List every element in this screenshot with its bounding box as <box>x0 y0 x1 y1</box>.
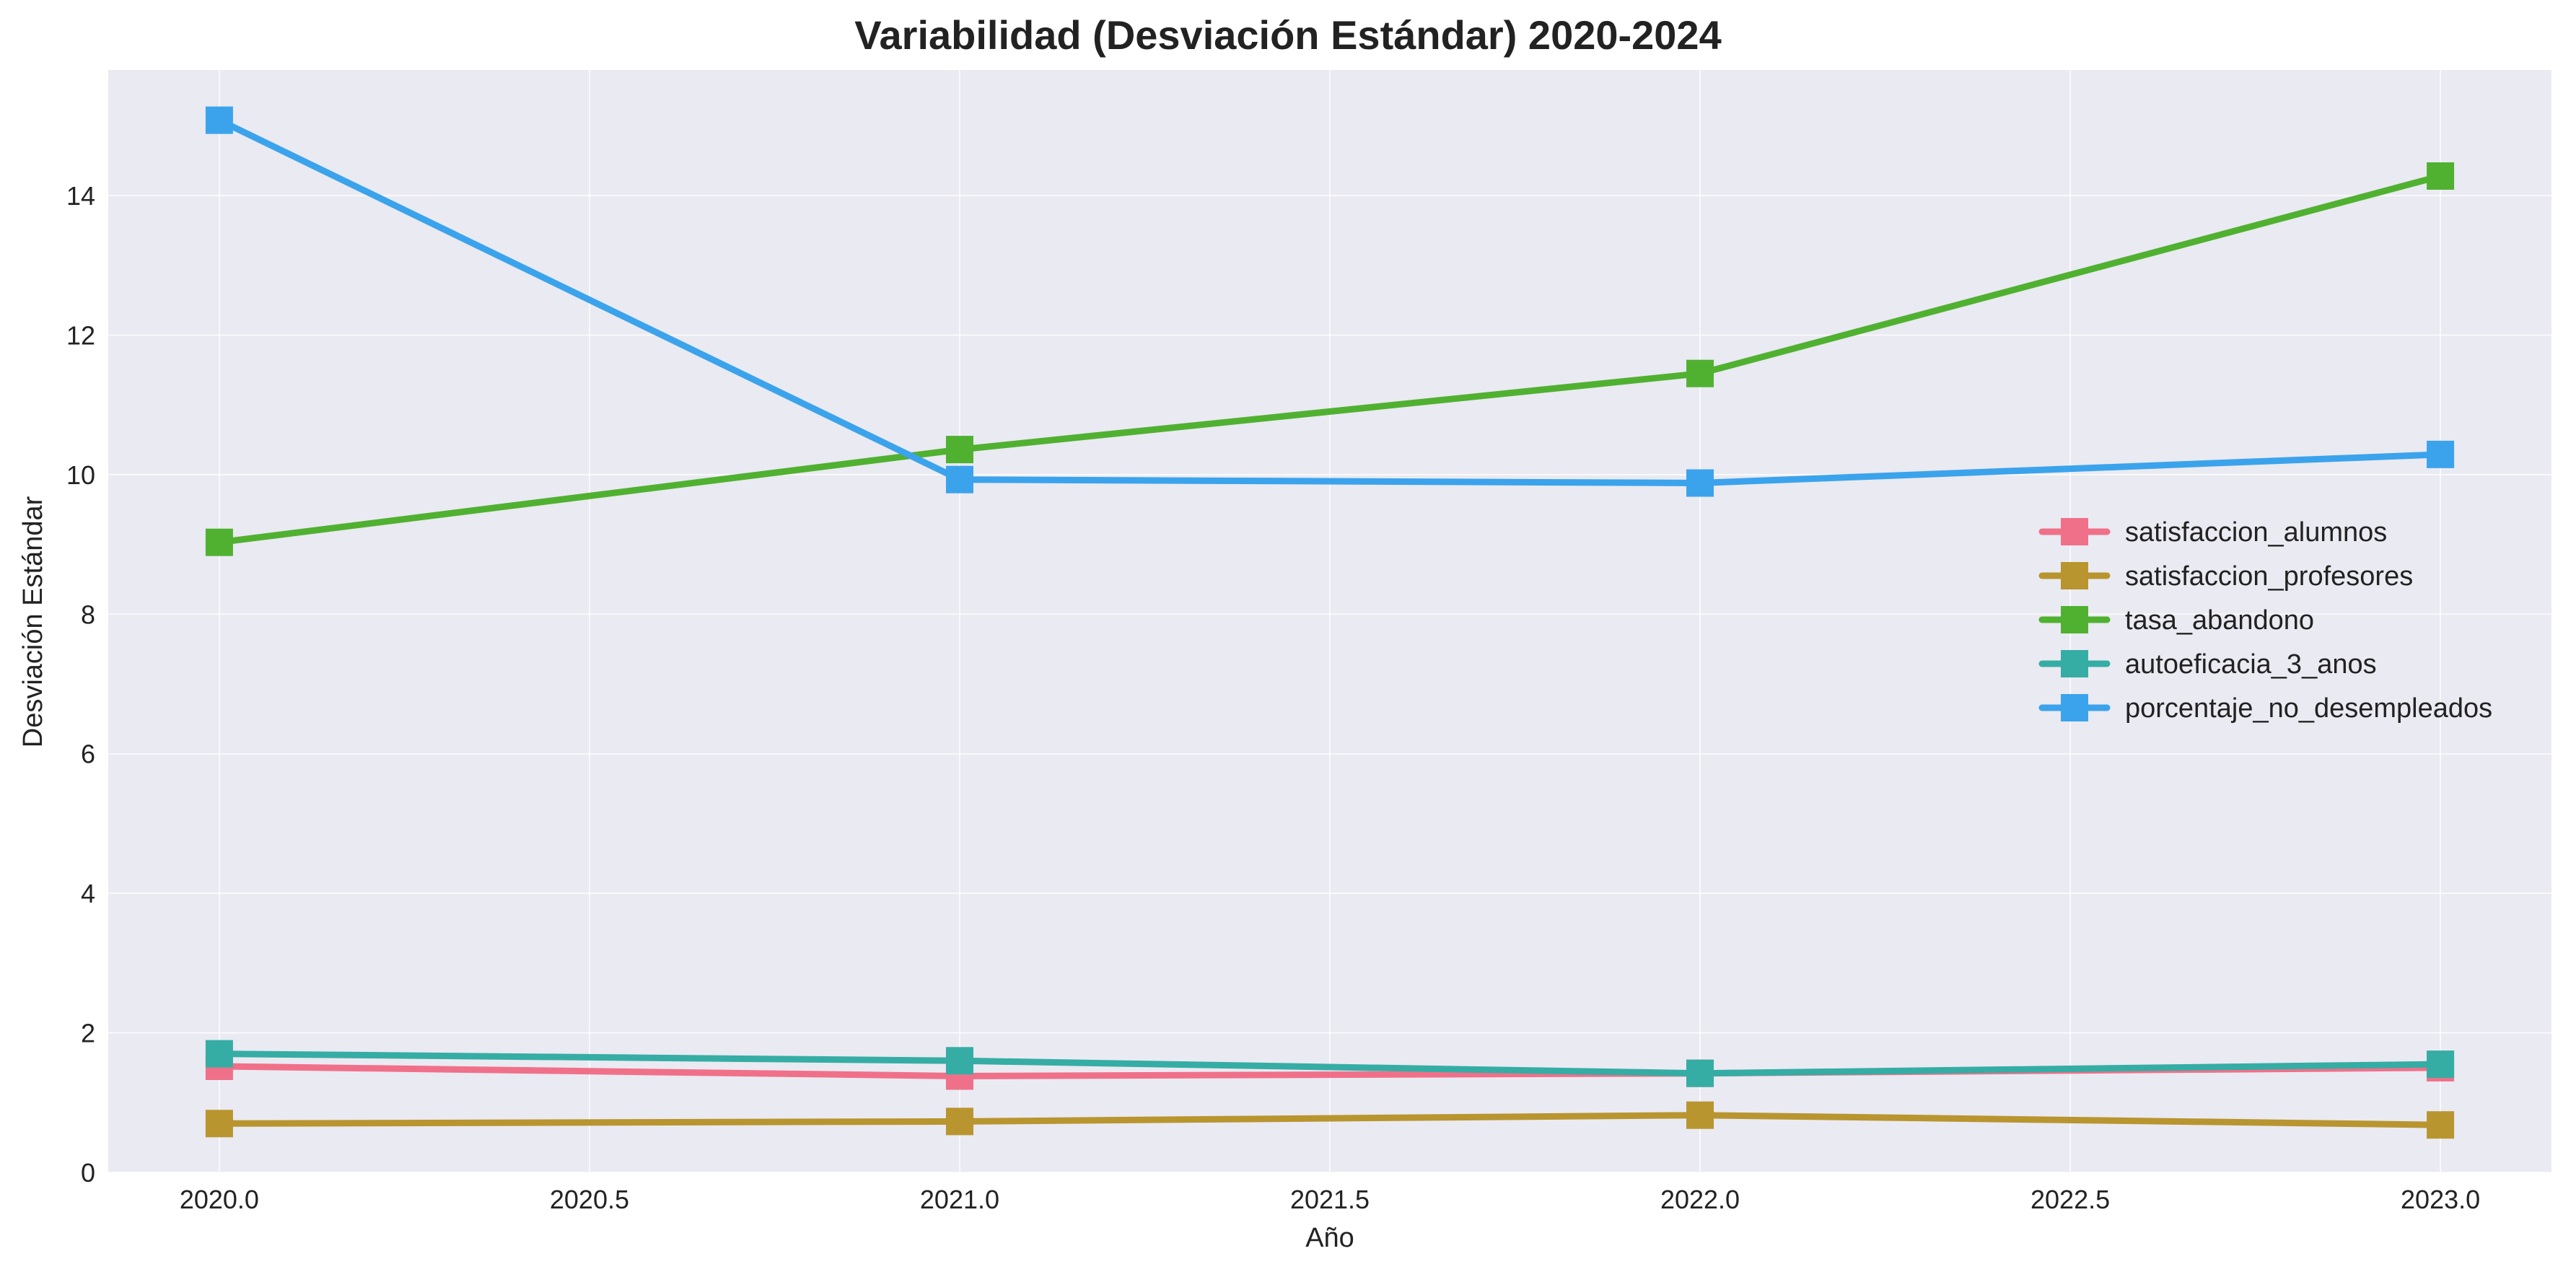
series-porcentaje-no-desempleados <box>205 106 2455 497</box>
legend-marker <box>2061 606 2088 633</box>
y-axis-label: Desviación Estándar <box>18 496 48 747</box>
data-point <box>205 528 233 556</box>
legend: satisfaccion_alumnos satisfaccion_profeso… <box>2038 517 2492 724</box>
data-point <box>205 1110 233 1138</box>
y-tick-label: 4 <box>81 879 95 908</box>
legend-label: satisfaccion_alumnos <box>2125 517 2387 548</box>
legend-item: tasa_abandono <box>2038 605 2314 636</box>
x-tick-label: 2022.5 <box>2030 1185 2110 1214</box>
data-point <box>205 106 233 134</box>
legend-marker <box>2061 562 2088 589</box>
y-tick-label: 14 <box>66 181 95 211</box>
x-tick-label: 2021.0 <box>920 1185 999 1214</box>
legend-label: satisfaccion_profesores <box>2125 561 2413 592</box>
data-point <box>2427 440 2455 468</box>
x-tick-label: 2023.0 <box>2401 1185 2480 1214</box>
x-axis-label: Año <box>1305 1223 1354 1253</box>
y-tick-label: 0 <box>81 1158 95 1188</box>
data-point <box>1686 359 1714 387</box>
y-axis-ticks: 0 2 4 6 8 10 12 14 <box>66 181 95 1188</box>
legend-marker <box>2061 694 2088 721</box>
series-line <box>216 1050 2444 1077</box>
series-line <box>216 1112 2444 1128</box>
legend-label: tasa_abandono <box>2125 605 2314 636</box>
data-point <box>1686 469 1714 497</box>
x-tick-label: 2020.5 <box>550 1185 629 1214</box>
gridlines <box>108 70 2551 1173</box>
legend-item: porcentaje_no_desempleados <box>2038 693 2492 724</box>
data-point <box>1686 1101 1714 1129</box>
x-tick-label: 2022.0 <box>1660 1185 1740 1214</box>
y-tick-label: 12 <box>66 320 95 350</box>
series-tasa-abandono <box>205 162 2455 556</box>
legend-label: porcentaje_no_desempleados <box>2125 693 2492 724</box>
y-tick-label: 10 <box>66 460 95 490</box>
series-line <box>216 117 2444 486</box>
legend-marker <box>2061 650 2088 677</box>
x-axis-ticks: 2020.0 2020.5 2021.0 2021.5 2022.0 2022.5 2023… <box>180 1185 2480 1214</box>
legend-item: satisfaccion_profesores <box>2038 561 2413 592</box>
x-tick-label: 2021.5 <box>1290 1185 1370 1214</box>
series-line <box>216 172 2444 546</box>
series-satisfaccion-profesores <box>205 1101 2455 1139</box>
y-tick-label: 6 <box>81 740 95 769</box>
data-point <box>945 1047 973 1075</box>
legend-item: autoeficacia_3_anos <box>2038 649 2377 680</box>
chart-title: Variabilidad (Desviación Estándar) 2020-… <box>854 12 1721 58</box>
data-point <box>1686 1059 1714 1087</box>
data-point <box>2427 162 2455 190</box>
legend-item: satisfaccion_alumnos <box>2038 517 2387 548</box>
series-autoeficacia-3-anos <box>205 1040 2455 1087</box>
data-point <box>2427 1111 2455 1139</box>
data-point <box>2427 1050 2455 1079</box>
data-point <box>205 1040 233 1068</box>
x-tick-label: 2020.0 <box>180 1185 259 1214</box>
y-tick-label: 8 <box>81 600 95 629</box>
data-point <box>945 436 973 464</box>
data-point <box>945 1107 973 1136</box>
legend-marker <box>2061 518 2088 545</box>
y-tick-label: 2 <box>81 1019 95 1048</box>
legend-label: autoeficacia_3_anos <box>2125 649 2377 680</box>
data-point <box>945 465 973 493</box>
series-lines <box>205 106 2455 1139</box>
